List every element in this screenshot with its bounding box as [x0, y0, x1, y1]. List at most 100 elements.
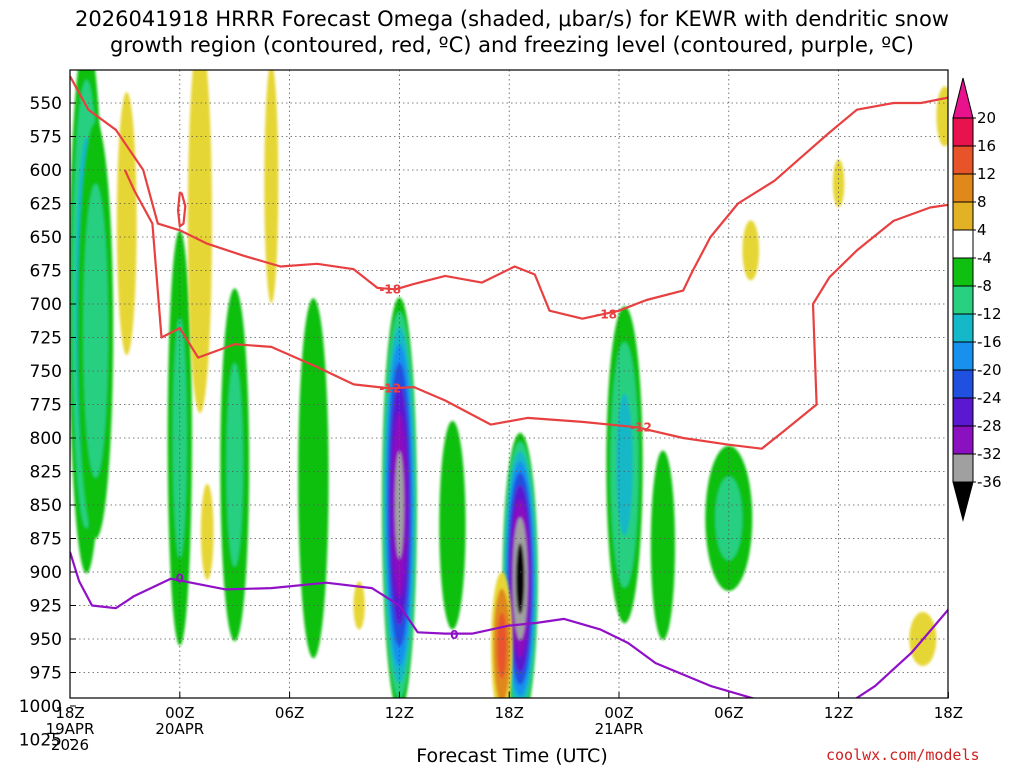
contour-label: 0 — [176, 572, 184, 586]
omega-cell — [491, 572, 513, 698]
colorbar-label: 16 — [977, 137, 996, 155]
colorbar-swatch — [952, 369, 974, 399]
colorbar-swatch — [952, 425, 974, 455]
omega-level — [226, 362, 244, 567]
colorbar-bottom-arrow — [952, 481, 974, 522]
omega-cell — [298, 298, 329, 659]
x-tick-label: 18Z — [55, 704, 84, 722]
omega-level — [187, 70, 213, 414]
colorbar-swatch — [952, 229, 974, 259]
y-tick-label: 975 — [30, 664, 62, 684]
x-tick-label: 12Z — [385, 704, 414, 722]
y-tick-label: 950 — [30, 630, 62, 650]
y-tick-label: 1025 — [19, 731, 62, 751]
omega-level — [298, 298, 329, 659]
x-axis-title: Forecast Time (UTC) — [416, 745, 608, 767]
temperature-contours: -18 -18 -12 -12 0 0 — [70, 75, 948, 698]
y-tick-label: 675 — [30, 262, 62, 282]
contour-label: -18 — [379, 282, 401, 296]
colorbar-label: -16 — [977, 333, 1002, 351]
x-tick-label: 00Z — [604, 704, 633, 722]
colorbar-label: -28 — [977, 417, 1002, 435]
omega-cell — [264, 70, 279, 304]
colorbar-label: -36 — [977, 473, 1002, 491]
y-tick-label: 750 — [30, 362, 62, 382]
colorbar-label: 4 — [977, 221, 987, 239]
omega-cell — [650, 450, 676, 640]
omega-level — [497, 612, 507, 679]
x-tick-label: 21APR — [595, 720, 644, 738]
omega-cell — [606, 306, 643, 624]
omega-level — [172, 318, 187, 558]
omega-cell — [742, 220, 760, 281]
colorbar-label: 20 — [977, 109, 996, 127]
colorbar-swatch — [952, 257, 974, 287]
colorbar-swatch — [952, 285, 974, 315]
y-tick-label: 650 — [30, 228, 62, 248]
omega-level — [515, 543, 525, 615]
y-tick-label: 575 — [30, 128, 62, 148]
contour-label: -18 — [595, 308, 617, 322]
colorbar-top-arrow — [952, 77, 974, 119]
y-tick-label: 825 — [30, 463, 62, 483]
site-credit: coolwx.com/models — [826, 746, 980, 764]
contour-label: -12 — [379, 381, 401, 395]
y-tick-label: 700 — [30, 295, 62, 315]
y-tick-label: 925 — [30, 597, 62, 617]
colorbar-label: -12 — [977, 305, 1002, 323]
colorbar-swatch — [952, 453, 974, 483]
omega-cell — [381, 297, 417, 698]
y-tick-label: 900 — [30, 563, 62, 583]
contour-label: -12 — [630, 420, 652, 434]
omega-cell — [78, 122, 114, 539]
contour-line — [70, 75, 948, 320]
omega-level — [936, 86, 948, 147]
omega-cell — [187, 70, 213, 414]
x-tick-label: 12Z — [824, 704, 853, 722]
contour-line — [176, 191, 187, 228]
x-tick-label: 2026 — [51, 736, 89, 754]
colorbar-swatch — [952, 201, 974, 231]
colorbar-swatch — [952, 145, 974, 175]
colorbar-label: 8 — [977, 193, 987, 211]
omega-level — [264, 70, 279, 304]
omega-level — [83, 183, 109, 478]
omega-cell — [439, 420, 466, 630]
x-tick-label: 06Z — [714, 704, 743, 722]
colorbar-label: -4 — [977, 249, 992, 267]
y-tick-label: 875 — [30, 530, 62, 550]
colorbar-swatch — [952, 341, 974, 371]
x-tick-label: 18Z — [495, 704, 524, 722]
omega-cell — [116, 92, 137, 356]
omega-cell — [705, 445, 753, 592]
colorbar-label: 12 — [977, 165, 996, 183]
y-tick-label: 725 — [30, 329, 62, 349]
contour-line — [70, 551, 948, 698]
colorbar-label: -8 — [977, 277, 992, 295]
colorbar-label: -24 — [977, 389, 1002, 407]
omega-level — [616, 393, 633, 536]
chart-title: 2026041918 HRRR Forecast Omega (shaded, … — [75, 7, 949, 57]
colorbar-swatch — [952, 397, 974, 427]
colorbar-swatch — [952, 117, 974, 147]
y-tick-label: 550 — [30, 94, 62, 114]
omega-level — [200, 483, 214, 580]
y-tick-label: 1000 — [19, 697, 62, 717]
colorbar-swatch — [952, 173, 974, 203]
x-tick-label: 18Z — [934, 704, 963, 722]
omega-level — [715, 476, 743, 561]
x-tick-label: 06Z — [275, 704, 304, 722]
omega-cell — [167, 230, 192, 646]
y-tick-label: 625 — [30, 195, 62, 215]
colorbar-label: -32 — [977, 445, 1002, 463]
colorbar-label: -20 — [977, 361, 1002, 379]
contour-line — [123, 169, 948, 450]
y-tick-label: 800 — [30, 429, 62, 449]
omega-level — [439, 420, 466, 630]
omega-level — [742, 220, 760, 281]
y-tick-label: 850 — [30, 496, 62, 516]
omega-level — [650, 450, 676, 640]
omega-cell — [200, 483, 214, 580]
omega-level — [153, 0, 166, 2]
